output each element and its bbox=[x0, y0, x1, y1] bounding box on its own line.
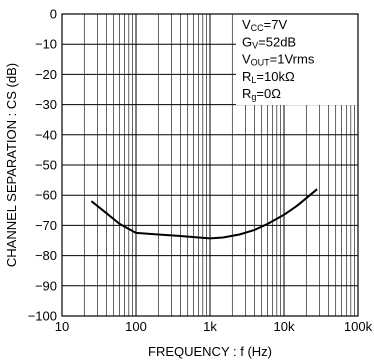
y-tick-label: −100 bbox=[28, 309, 57, 324]
x-tick-label: 1k bbox=[203, 319, 217, 334]
plot-frame bbox=[61, 13, 359, 317]
y-tick-label: −60 bbox=[35, 188, 57, 203]
y-tick-label: −90 bbox=[35, 278, 57, 293]
x-tick-label: 100 bbox=[125, 319, 147, 334]
conditions-background bbox=[236, 14, 358, 105]
condition-label: VOUT=1Vrms bbox=[242, 52, 315, 68]
condition-label: RL=10kΩ bbox=[242, 69, 295, 85]
series-line bbox=[90, 188, 318, 240]
condition-label: Rg=0Ω bbox=[242, 86, 281, 102]
series-layer bbox=[90, 188, 318, 240]
x-tick-label: 10 bbox=[55, 319, 69, 334]
y-axis-label: CHANNEL SEPARATION : CS (dB) bbox=[4, 63, 19, 267]
x-tick-label: 10k bbox=[274, 319, 295, 334]
y-tick-label: −40 bbox=[35, 127, 57, 142]
y-tick-labels: 0 −10 −20 −30 −40 −50 −60 −70 −80 −90 −100 bbox=[28, 7, 57, 324]
condition-label: VCC=7V bbox=[242, 17, 287, 33]
x-tick-labels: 10 100 1k 10k 100k bbox=[55, 319, 373, 334]
x-tick-label: 100k bbox=[344, 319, 373, 334]
x-axis-label: FREQUENCY : f (Hz) bbox=[148, 344, 272, 359]
y-tick-label: −80 bbox=[35, 248, 57, 263]
y-tick-label: −20 bbox=[35, 67, 57, 82]
y-tick-label: −50 bbox=[35, 158, 57, 173]
condition-label: GV=52dB bbox=[242, 34, 296, 50]
y-tick-label: −30 bbox=[35, 97, 57, 112]
y-tick-label: 0 bbox=[50, 7, 57, 22]
y-tick-label: −10 bbox=[35, 37, 57, 52]
y-tick-label: −70 bbox=[35, 218, 57, 233]
